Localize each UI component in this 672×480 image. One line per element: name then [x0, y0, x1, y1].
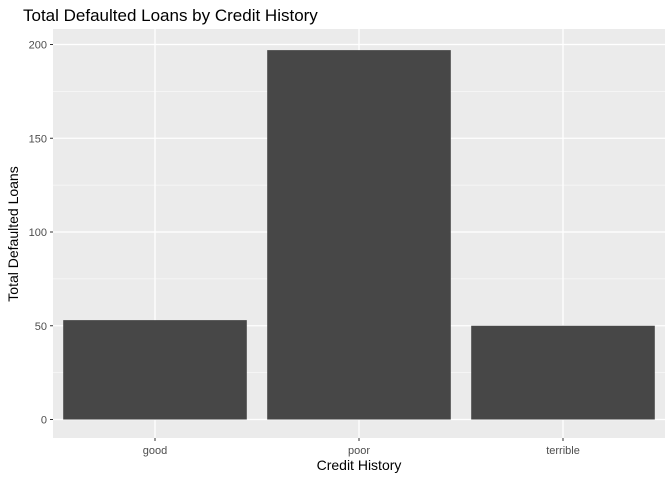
bar-good [63, 320, 247, 420]
y-tick-label: 100 [29, 227, 47, 239]
bars [63, 50, 655, 420]
x-tick-label: poor [348, 445, 370, 457]
y-axis-title: Total Defaulted Loans [5, 166, 21, 301]
y-tick-label: 0 [41, 415, 47, 427]
x-axis-ticks: good poor terrible [143, 438, 580, 457]
y-tick-label: 200 [29, 40, 47, 52]
y-tick-label: 150 [29, 133, 47, 145]
bar-poor [267, 50, 451, 420]
y-axis-ticks: 0 50 100 150 200 [29, 40, 53, 427]
bar-terrible [471, 325, 655, 420]
y-tick-label: 50 [35, 321, 47, 333]
x-tick-label: good [143, 445, 167, 457]
chart-title: Total Defaulted Loans by Credit History [23, 6, 318, 25]
x-axis-title: Credit History [317, 457, 402, 473]
x-tick-label: terrible [546, 445, 580, 457]
